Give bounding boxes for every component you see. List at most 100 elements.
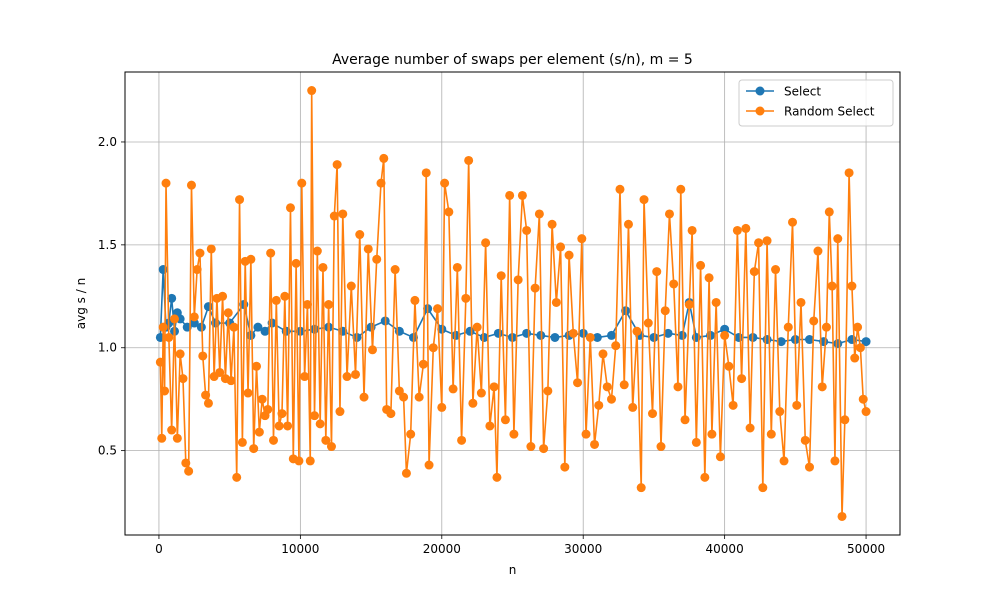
data-point xyxy=(189,318,199,328)
ticks: 0 10000 20000 30000 40000 50000 0.5 1.0 1.5 2.0 xyxy=(98,135,885,556)
data-point xyxy=(664,209,674,219)
legend-marker-select xyxy=(755,86,765,96)
data-point xyxy=(509,429,519,439)
data-point xyxy=(457,435,467,445)
data-point xyxy=(312,246,322,256)
data-point xyxy=(249,444,259,454)
data-point xyxy=(505,190,515,200)
data-point xyxy=(687,225,697,235)
data-point xyxy=(424,460,434,470)
data-point xyxy=(663,328,673,338)
data-point xyxy=(539,444,549,454)
data-point xyxy=(229,322,239,332)
data-point xyxy=(346,281,356,291)
data-point xyxy=(652,267,662,277)
data-point xyxy=(461,293,471,303)
data-point xyxy=(155,357,165,367)
y-tick-label: 2.0 xyxy=(98,135,117,149)
data-point xyxy=(840,415,850,425)
data-point xyxy=(410,295,420,305)
data-point xyxy=(669,279,679,289)
data-point xyxy=(266,248,276,258)
data-point xyxy=(489,382,499,392)
data-point xyxy=(853,322,863,332)
data-point xyxy=(660,306,670,316)
data-point xyxy=(206,244,216,254)
y-tick-label: 1.5 xyxy=(98,238,117,252)
data-point xyxy=(175,349,185,359)
x-axis-label: n xyxy=(509,563,517,577)
data-point xyxy=(656,442,666,452)
chart-title: Average number of swaps per element (s/n… xyxy=(332,52,693,68)
data-point xyxy=(564,250,574,260)
x-tick-label: 0 xyxy=(155,542,163,556)
data-point xyxy=(452,262,462,272)
data-point xyxy=(464,155,474,165)
data-point xyxy=(775,407,785,417)
data-point xyxy=(636,483,646,493)
data-point xyxy=(847,281,857,291)
data-point xyxy=(399,392,409,402)
data-point xyxy=(189,312,199,322)
data-point xyxy=(254,427,264,437)
data-point xyxy=(833,234,843,244)
data-point xyxy=(481,238,491,248)
data-point xyxy=(390,265,400,275)
data-point xyxy=(691,437,701,447)
data-point xyxy=(167,425,177,435)
data-point xyxy=(680,415,690,425)
data-point xyxy=(809,316,819,326)
data-point xyxy=(766,429,776,439)
data-point xyxy=(526,442,536,452)
data-point xyxy=(833,339,843,349)
data-point xyxy=(550,332,560,342)
data-point xyxy=(648,409,658,419)
data-point xyxy=(161,178,171,188)
data-point xyxy=(513,275,523,285)
data-point xyxy=(184,466,194,476)
data-point xyxy=(568,328,578,338)
legend-label-select: Select xyxy=(784,85,821,99)
data-point xyxy=(274,421,284,431)
data-point xyxy=(223,308,233,318)
data-point xyxy=(277,409,287,419)
data-point xyxy=(607,330,616,340)
data-point xyxy=(611,341,621,351)
data-point xyxy=(321,435,331,445)
data-point xyxy=(476,388,486,398)
data-point xyxy=(257,394,267,404)
data-point xyxy=(607,394,616,404)
data-point xyxy=(704,273,714,283)
legend-marker-random-select xyxy=(755,106,765,116)
x-tick-label: 20000 xyxy=(423,542,461,556)
data-point xyxy=(711,297,721,307)
data-point xyxy=(414,392,424,402)
data-point xyxy=(235,195,245,205)
data-point xyxy=(283,421,293,431)
data-point xyxy=(496,271,506,281)
data-point xyxy=(673,382,683,392)
data-point xyxy=(406,429,416,439)
data-point xyxy=(437,402,447,412)
data-point xyxy=(448,384,458,394)
data-point xyxy=(534,209,544,219)
data-point xyxy=(762,335,772,345)
data-point xyxy=(522,328,532,338)
data-point xyxy=(720,324,730,334)
data-point xyxy=(326,442,336,452)
data-point xyxy=(294,456,304,466)
data-point xyxy=(218,291,228,301)
data-point xyxy=(754,238,764,248)
data-point xyxy=(195,248,205,258)
data-point xyxy=(485,421,495,431)
data-point xyxy=(813,246,823,256)
data-point xyxy=(577,234,587,244)
data-point xyxy=(715,452,725,462)
data-point xyxy=(178,374,188,384)
data-point xyxy=(280,291,290,301)
data-point xyxy=(590,439,600,449)
data-point xyxy=(677,330,687,340)
data-point xyxy=(771,265,781,275)
data-point xyxy=(643,318,653,328)
data-point xyxy=(297,178,307,188)
